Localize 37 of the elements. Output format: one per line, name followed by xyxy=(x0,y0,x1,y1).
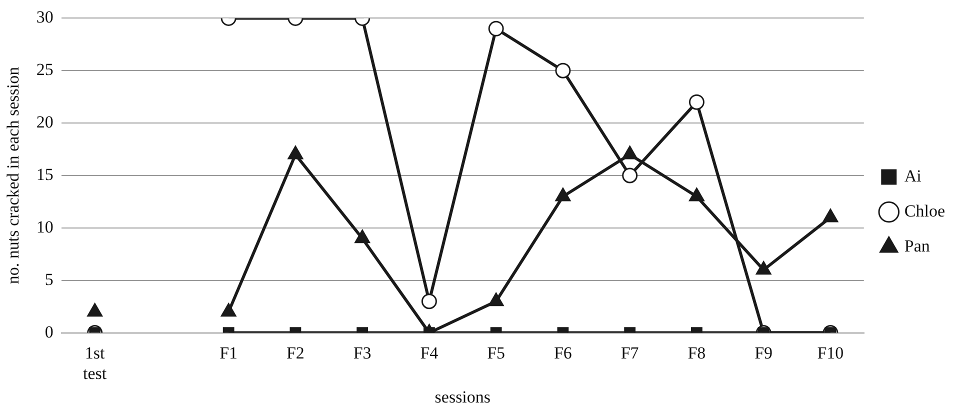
x-tick-label: F7 xyxy=(620,343,640,362)
point xyxy=(288,146,304,160)
point xyxy=(354,230,370,244)
point xyxy=(622,146,638,160)
point xyxy=(488,20,504,36)
y-tick-label: 25 xyxy=(36,60,54,80)
y-tick-label: 20 xyxy=(36,112,54,132)
x-axis-title: sessions xyxy=(434,387,491,406)
x-tick-label: 1st test xyxy=(83,343,107,383)
point xyxy=(220,303,236,317)
x-tick-label: F6 xyxy=(554,343,572,362)
y-tick-label: 0 xyxy=(44,322,54,342)
point xyxy=(87,303,103,317)
x-tick-label: F2 xyxy=(286,343,304,362)
y-tick-label: 30 xyxy=(36,8,54,27)
y-tick-label: 5 xyxy=(44,270,54,289)
point xyxy=(756,261,772,275)
point xyxy=(488,292,504,306)
x-tick-label: F1 xyxy=(220,343,238,362)
point xyxy=(822,208,838,222)
x-tick-label: F5 xyxy=(487,343,506,362)
legend-label: Ai xyxy=(904,166,922,186)
point xyxy=(555,188,571,202)
legend-label: Chloe xyxy=(904,201,945,220)
y-tick-label: 15 xyxy=(36,164,54,184)
point xyxy=(689,188,704,202)
point xyxy=(622,168,638,184)
x-tick-label: F10 xyxy=(817,343,844,362)
point xyxy=(555,62,571,78)
y-axis-title: no. nuts cracked in each session xyxy=(4,66,23,284)
x-tick-label: F3 xyxy=(353,343,372,362)
legend-label: Pan xyxy=(904,236,930,256)
x-tick-label: F4 xyxy=(420,343,439,362)
point xyxy=(688,94,704,110)
x-tick-label: F8 xyxy=(688,343,706,362)
x-tick-label: F9 xyxy=(754,343,773,362)
y-tick-label: 10 xyxy=(36,217,54,236)
